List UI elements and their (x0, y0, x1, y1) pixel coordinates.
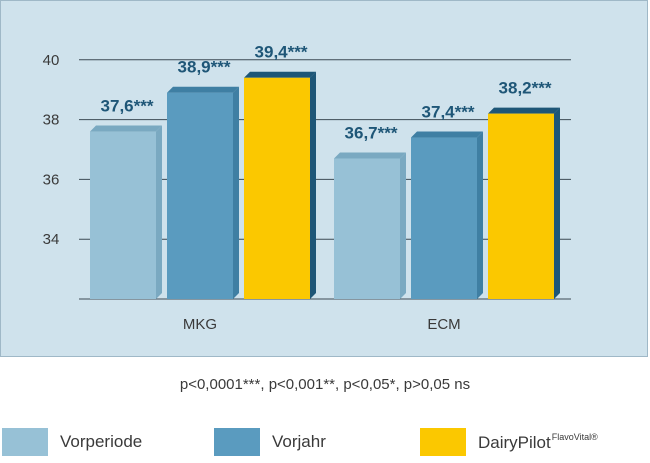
bar-side-mkg-dairypilot (310, 71, 316, 300)
legend-label-dairypilot: DairyPilotFlavoVital® (478, 432, 598, 453)
legend-label-vorjahr: Vorjahr (272, 432, 326, 451)
bar-top-mkg-vorperiode (90, 125, 162, 132)
bar-ecm-vorjahr (411, 137, 477, 299)
legend-item-dairypilot: DairyPilotFlavoVital® (420, 428, 598, 456)
bar-ecm-vorperiode (334, 158, 400, 299)
bar-top-ecm-vorperiode (334, 152, 406, 159)
category-label-mkg: MKG (183, 316, 217, 333)
data-label-mkg-vorjahr: 38,9*** (178, 58, 231, 77)
bar-mkg-dairypilot (244, 77, 310, 300)
y-tick-label-38: 38 (43, 112, 60, 129)
bar-ecm-dairypilot (488, 113, 554, 300)
data-label-ecm-dairypilot: 38,2*** (499, 79, 552, 98)
legend-label-dairypilot-name: DairyPilot (478, 432, 551, 452)
y-tick-label-34: 34 (43, 231, 60, 248)
legend-label-vorperiode: Vorperiode (60, 432, 143, 451)
bar-side-mkg-vorperiode (156, 125, 162, 299)
bar-mkg-vorperiode (90, 131, 156, 299)
significance-footnote: p<0,0001***, p<0,001**, p<0,05*, p>0,05 … (179, 376, 471, 393)
legend-swatch-dairypilot (420, 428, 466, 456)
legend-item-vorjahr: Vorjahr (214, 428, 326, 456)
bar-side-ecm-vorjahr (477, 131, 483, 299)
bar-top-mkg-vorjahr (167, 86, 239, 93)
chart-panel: 34 36 38 40 37,6*** 38,9*** 39,4*** MKG 36,7*** 3… (0, 0, 648, 357)
y-tick-label-36: 36 (43, 171, 60, 188)
bar-mkg-vorjahr (167, 92, 233, 299)
data-label-ecm-vorperiode: 36,7*** (345, 123, 398, 142)
category-label-ecm: ECM (427, 316, 460, 333)
bar-top-mkg-dairypilot (244, 71, 316, 78)
legend-label-dairypilot-sup: FlavoVital® (551, 431, 598, 442)
legend-item-vorperiode: Vorperiode (2, 428, 142, 456)
bar-top-ecm-vorjahr (411, 131, 483, 138)
y-tick-label-40: 40 (43, 52, 60, 69)
data-label-mkg-vorperiode: 37,6*** (101, 97, 154, 116)
data-label-mkg-dairypilot: 39,4*** (255, 43, 308, 62)
legend-swatch-vorperiode (2, 428, 48, 456)
legend-swatch-vorjahr (214, 428, 260, 456)
bar-side-ecm-dairypilot (554, 107, 560, 300)
bar-top-ecm-dairypilot (488, 107, 560, 114)
bar-side-mkg-vorjahr (233, 86, 239, 299)
bar-chart: 34 36 38 40 37,6*** 38,9*** 39,4*** MKG 36,7*** 3… (43, 43, 571, 333)
bar-side-ecm-vorperiode (400, 152, 406, 299)
data-label-ecm-vorjahr: 37,4*** (422, 103, 475, 122)
